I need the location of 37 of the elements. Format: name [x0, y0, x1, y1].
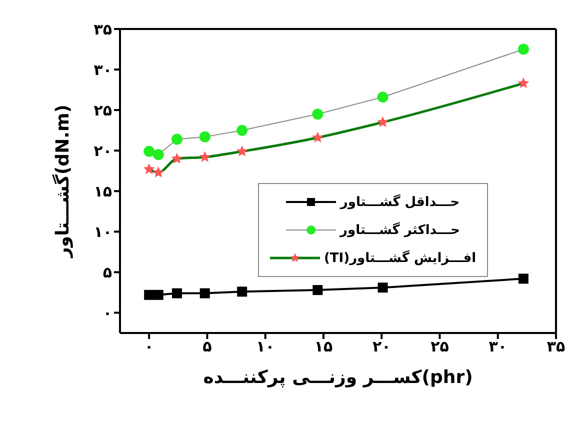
point: [236, 124, 248, 136]
point: [152, 149, 164, 160]
x-tick-label: ۱۰: [256, 338, 274, 356]
point: [144, 146, 155, 157]
point: [199, 131, 210, 142]
point: [200, 288, 210, 298]
y-axis-title: گشـــتاور(dN.m): [51, 104, 74, 258]
x-tick-label: ۲۵: [430, 338, 449, 356]
y-tick-label: ۵: [102, 264, 112, 282]
x-tick-label: ۳۰: [488, 338, 508, 356]
point: [377, 92, 388, 103]
x-axis-title: کســـر وزنـــی پرکننـــده(phr): [203, 367, 473, 388]
x-tick-label: ۰: [144, 338, 154, 356]
y-tick-label: ۳۰: [94, 60, 112, 79]
y-tick-label: ۰: [102, 304, 112, 322]
point: [518, 44, 529, 55]
y-tick-label: ۲۰: [94, 142, 112, 160]
point: [237, 286, 248, 297]
point: [312, 108, 324, 120]
point: [171, 134, 182, 145]
y-tick-label: ۲۵: [94, 101, 112, 120]
legend-label: حـــداکثر گشـــتاور: [340, 222, 460, 238]
point: [378, 282, 388, 293]
x-tick-label: ۲۰: [372, 338, 391, 356]
x-tick-label: ۱۵: [314, 338, 333, 356]
y-tick-label: ۱۰: [94, 222, 112, 241]
point: [312, 285, 323, 296]
legend-label: افـــزایش گشـــتاور(TI): [324, 250, 476, 266]
y-tick-label: ۳۵: [94, 20, 112, 38]
point: [153, 290, 164, 300]
y-tick-label: ۱۵: [94, 182, 112, 200]
point: [518, 274, 528, 284]
legend-label: حـــداقل گشـــتاور: [340, 194, 460, 210]
x-tick-label: ۵: [202, 338, 212, 356]
x-tick-label: ۳۵: [546, 338, 566, 356]
point: [144, 290, 154, 300]
point: [172, 288, 182, 298]
